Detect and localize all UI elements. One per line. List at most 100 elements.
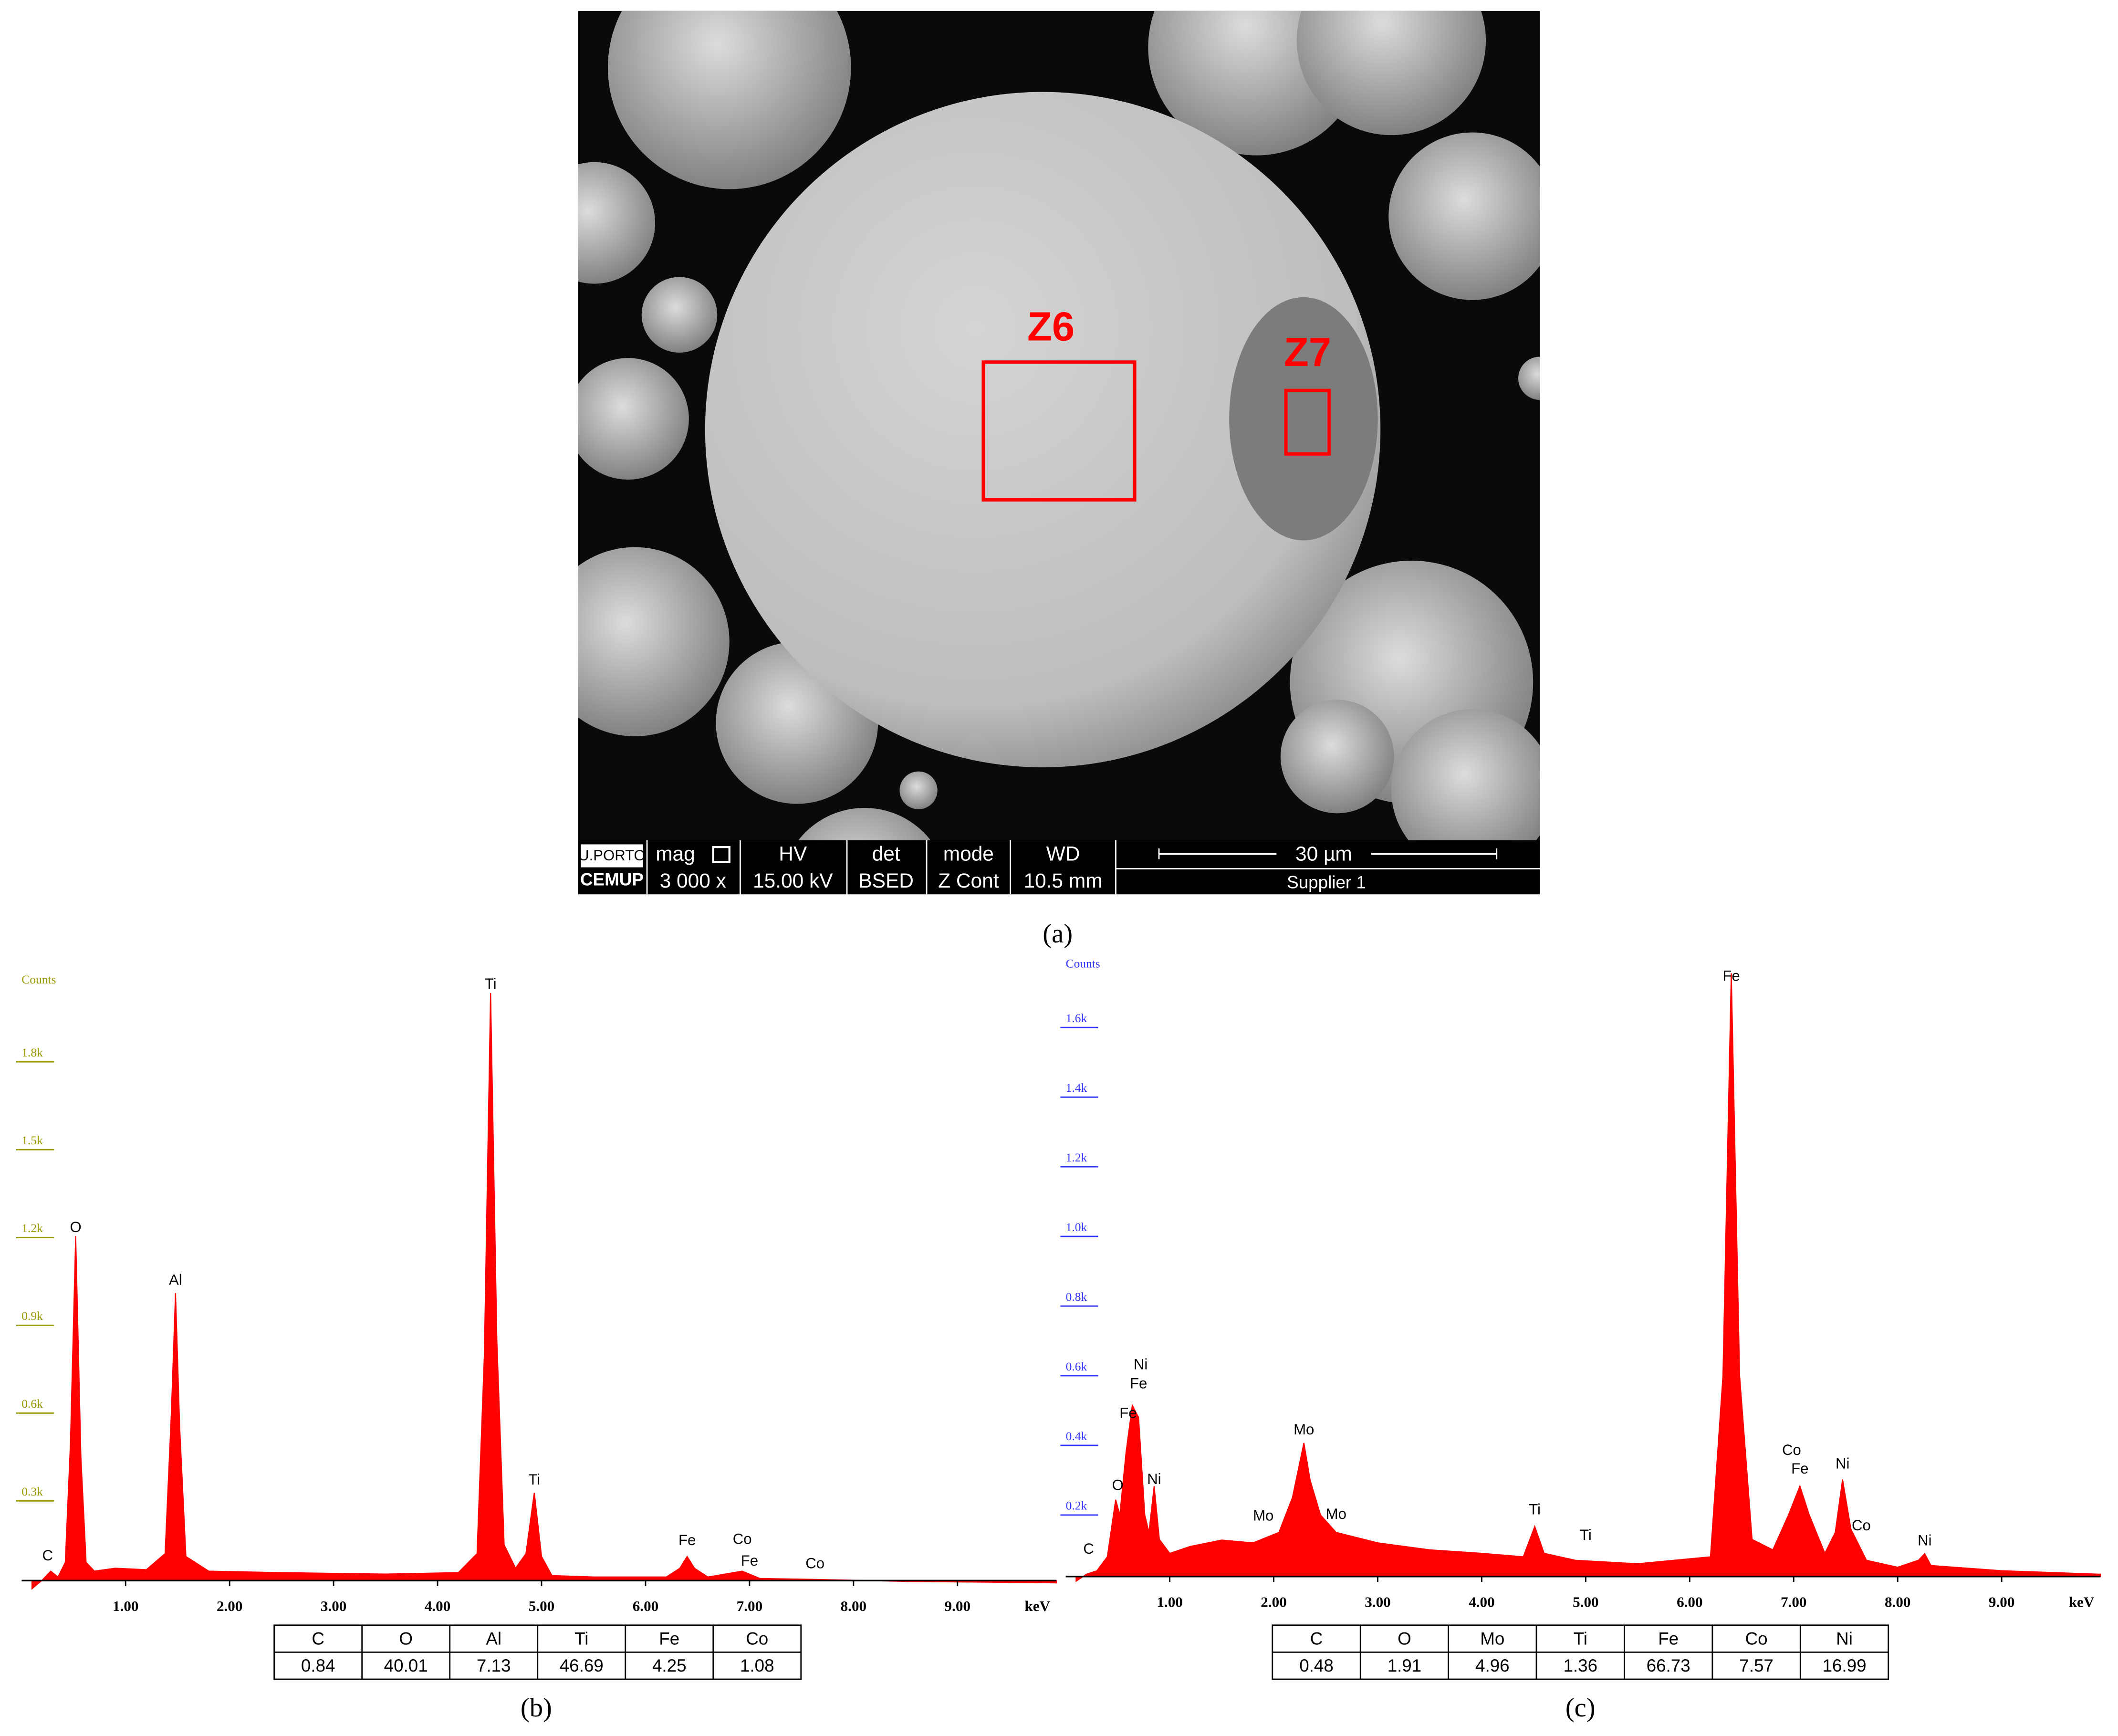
info-value: BSED: [858, 869, 914, 892]
caption: (c): [1565, 1693, 1596, 1723]
peak-label: Al: [169, 1271, 182, 1288]
spectrum: [1075, 973, 2101, 1582]
info-value: Z Cont: [938, 869, 999, 892]
peak-label: Ni: [1918, 1532, 1931, 1549]
peak-label: Ti: [528, 1471, 540, 1488]
logo-text: CEMUP: [580, 870, 644, 889]
table-cell: 46.69: [560, 1656, 604, 1675]
peak-label: Ti: [485, 975, 497, 992]
x-tick-label: 7.00: [737, 1598, 762, 1614]
x-tick-label: 5.00: [1573, 1594, 1598, 1611]
x-axis-label: keV: [1024, 1598, 1050, 1614]
sem-image: Z6 Z7: [578, 10, 1540, 840]
y-tick-label: 1.8k: [21, 1046, 43, 1059]
logo-text: U.PORTO: [578, 847, 646, 864]
peak-label: Ni: [1147, 1471, 1161, 1487]
x-tick-label: 1.00: [113, 1598, 138, 1614]
x-tick-label: 9.00: [1989, 1594, 2014, 1611]
table-cell: 7.13: [477, 1656, 511, 1675]
peak-label: Mo: [1294, 1421, 1314, 1438]
table-header: C: [1310, 1629, 1323, 1649]
y-axis-label: Counts: [21, 973, 56, 986]
x-axis-label: keV: [2069, 1594, 2095, 1611]
x-tick-label: 4.00: [425, 1598, 450, 1614]
peak-label: C: [42, 1547, 53, 1564]
y-tick-label: 0.6k: [1066, 1360, 1087, 1373]
x-tick-label: 8.00: [841, 1598, 866, 1614]
table-header: O: [1398, 1629, 1411, 1649]
peak-label: Fe: [1791, 1460, 1808, 1477]
peak-label: Ni: [1836, 1455, 1849, 1472]
table-cell: 0.84: [301, 1656, 335, 1675]
peak-label: Ti: [1580, 1527, 1592, 1543]
info-label: det: [872, 842, 900, 865]
table-cell: 0.48: [1299, 1656, 1334, 1675]
y-tick-label: 0.8k: [1066, 1290, 1087, 1304]
peak-label: Mo: [1253, 1507, 1273, 1524]
y-tick-label: 1.0k: [1066, 1220, 1087, 1234]
info-value: 3 000 x: [660, 869, 726, 892]
table-header: O: [399, 1629, 413, 1649]
table-cell: 1.91: [1388, 1656, 1422, 1675]
table-cell: 1.08: [740, 1656, 774, 1675]
peak-label: Fe: [1119, 1404, 1137, 1421]
peak-label: Fe: [741, 1552, 758, 1569]
table-header: Al: [486, 1629, 501, 1649]
table-header: Co: [746, 1629, 768, 1649]
x-tick-label: 6.00: [1677, 1594, 1702, 1611]
info-label: mode: [943, 842, 994, 865]
sample-label: Supplier 1: [1287, 872, 1366, 892]
table-cell: 66.73: [1647, 1656, 1690, 1675]
y-axis-label: Counts: [1066, 956, 1100, 970]
peak-label: Co: [733, 1531, 752, 1548]
x-tick-label: 1.00: [1157, 1594, 1182, 1611]
peak-label: Ti: [1529, 1501, 1541, 1518]
info-label: HV: [779, 842, 807, 865]
y-tick-label: 0.9k: [21, 1309, 43, 1323]
table-header: Fe: [1658, 1629, 1679, 1649]
table-cell: 16.99: [1822, 1656, 1866, 1675]
info-value: 15.00 kV: [753, 869, 833, 892]
table-cell: 7.57: [1739, 1656, 1774, 1675]
table-cell: 1.36: [1563, 1656, 1597, 1675]
x-tick-label: 6.00: [633, 1598, 658, 1614]
y-tick-label: 0.4k: [1066, 1429, 1087, 1443]
peak-label: C: [1083, 1540, 1094, 1557]
table-cell: 4.25: [652, 1656, 687, 1675]
info-label: mag: [656, 842, 695, 865]
y-tick-label: 0.3k: [21, 1485, 43, 1498]
y-tick-label: 1.5k: [21, 1133, 43, 1147]
x-tick-label: 8.00: [1885, 1594, 1910, 1611]
x-tick-label: 5.00: [529, 1598, 554, 1614]
zone-label: Z6: [1027, 303, 1075, 349]
peak-label: Fe: [678, 1532, 696, 1548]
peak-label: O: [70, 1219, 82, 1235]
y-tick-label: 0.2k: [1066, 1499, 1087, 1513]
x-tick-label: 2.00: [1261, 1594, 1286, 1611]
peak-label: Co: [1782, 1442, 1801, 1458]
table-header: C: [312, 1629, 324, 1649]
table-header: Fe: [659, 1629, 679, 1649]
peak-label: Fe: [1130, 1375, 1147, 1391]
table-cell: 40.01: [384, 1656, 428, 1675]
spectrum: [31, 993, 1057, 1590]
peak-label: Co: [805, 1555, 824, 1572]
x-tick-label: 2.00: [217, 1598, 242, 1614]
table-header: Ti: [1574, 1629, 1587, 1649]
peak-label: Fe: [1722, 968, 1740, 984]
x-tick-label: 3.00: [1365, 1594, 1390, 1611]
y-tick-label: 1.2k: [21, 1221, 43, 1235]
caption: (a): [1043, 919, 1073, 949]
table-header: Ti: [574, 1629, 588, 1649]
table-cell: 4.96: [1475, 1656, 1510, 1675]
x-tick-label: 3.00: [321, 1598, 346, 1614]
peak-label: Ni: [1134, 1356, 1148, 1372]
peak-label: Co: [1852, 1517, 1871, 1534]
table-header: Co: [1745, 1629, 1768, 1649]
caption: (b): [521, 1693, 552, 1723]
y-tick-label: 1.4k: [1066, 1081, 1087, 1095]
peak-label: Mo: [1326, 1506, 1346, 1522]
info-value: 10.5 mm: [1023, 869, 1102, 892]
scale-bar-label: 30 µm: [1295, 842, 1352, 865]
